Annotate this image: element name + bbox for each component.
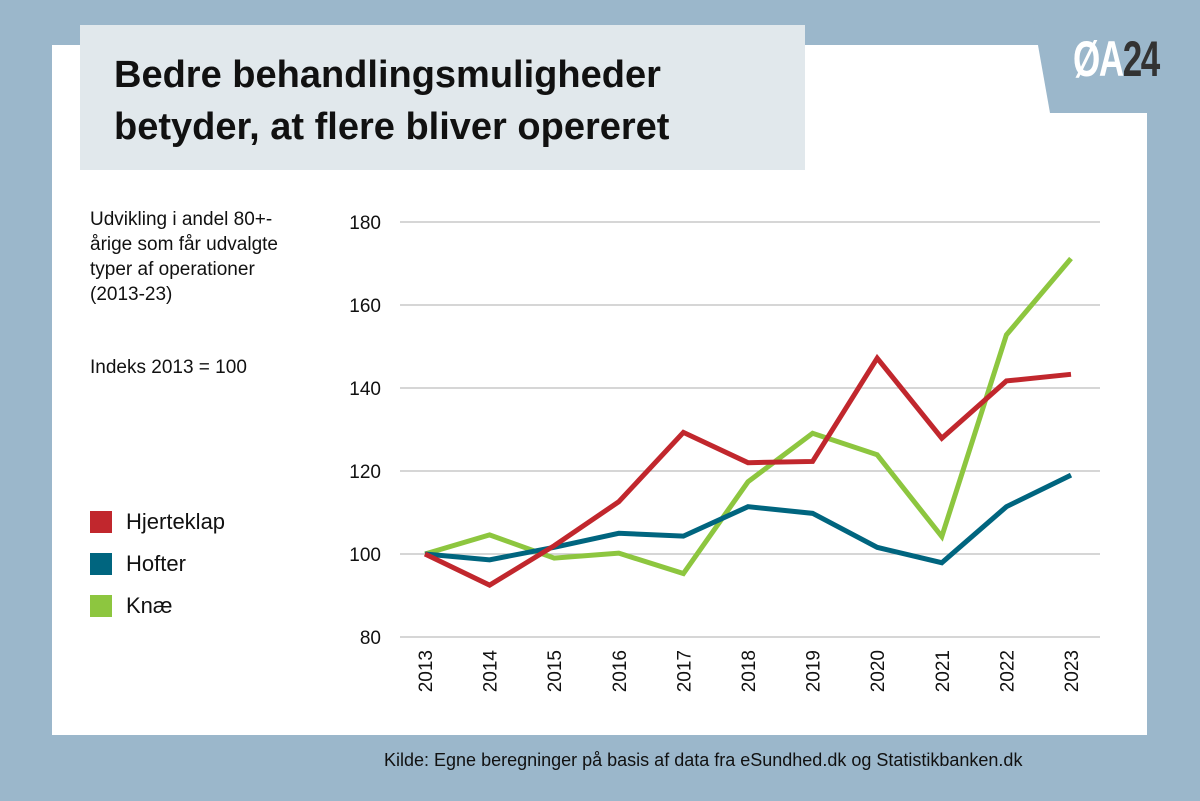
legend-item-hofter: Hofter — [90, 551, 186, 577]
y-tick-label: 160 — [349, 296, 381, 317]
logo: ØA24 — [1073, 30, 1161, 88]
x-tick-label: 2018 — [739, 650, 760, 692]
legend-label: Hofter — [126, 551, 186, 576]
y-tick-label: 100 — [349, 545, 381, 566]
legend-label: Knæ — [126, 593, 173, 618]
legend-swatch — [90, 553, 112, 575]
x-tick-label: 2019 — [804, 650, 825, 692]
y-tick-label: 140 — [349, 379, 381, 400]
y-tick-label: 180 — [349, 213, 381, 234]
legend-item-knae: Knæ — [90, 593, 172, 619]
series-line-knæ — [424, 256, 1073, 577]
y-tick-label: 80 — [360, 628, 381, 649]
legend-label: Hjerteklap — [126, 509, 226, 534]
x-tick-label: 2022 — [997, 650, 1018, 692]
legend-swatch — [90, 595, 112, 617]
logo-text-b: 24 — [1122, 31, 1161, 87]
title-line-2: betyder, at flere bliver opereret — [114, 106, 670, 148]
title-line-1: Bedre behandlingsmuligheder — [114, 54, 661, 96]
chart-title: Bedre behandlingsmuligheder betyder, at f… — [114, 49, 669, 153]
x-tick-label: 2016 — [610, 650, 631, 692]
x-tick-label: 2015 — [545, 650, 566, 692]
x-tick-label: 2014 — [481, 650, 502, 693]
logo-text-a: ØA — [1073, 31, 1124, 87]
source-note: Kilde: Egne beregninger på basis af data… — [384, 750, 1023, 770]
x-tick-label: 2023 — [1062, 650, 1083, 692]
legend-swatch — [90, 511, 112, 533]
series-line-hofter — [424, 472, 1073, 566]
y-tick-label: 120 — [349, 462, 381, 483]
x-tick-label: 2021 — [933, 650, 954, 692]
title-box: Bedre behandlingsmuligheder betyder, at f… — [80, 25, 805, 170]
x-tick-label: 2017 — [674, 650, 695, 692]
chart-subtitle: Udvikling i andel 80+-årige som får udva… — [90, 209, 278, 305]
logo-background — [1030, 0, 1200, 113]
x-tick-label: 2013 — [416, 650, 437, 692]
legend-item-hjerteklap: Hjerteklap — [90, 509, 225, 535]
index-note: Indeks 2013 = 100 — [90, 357, 247, 378]
x-tick-label: 2020 — [868, 650, 889, 692]
